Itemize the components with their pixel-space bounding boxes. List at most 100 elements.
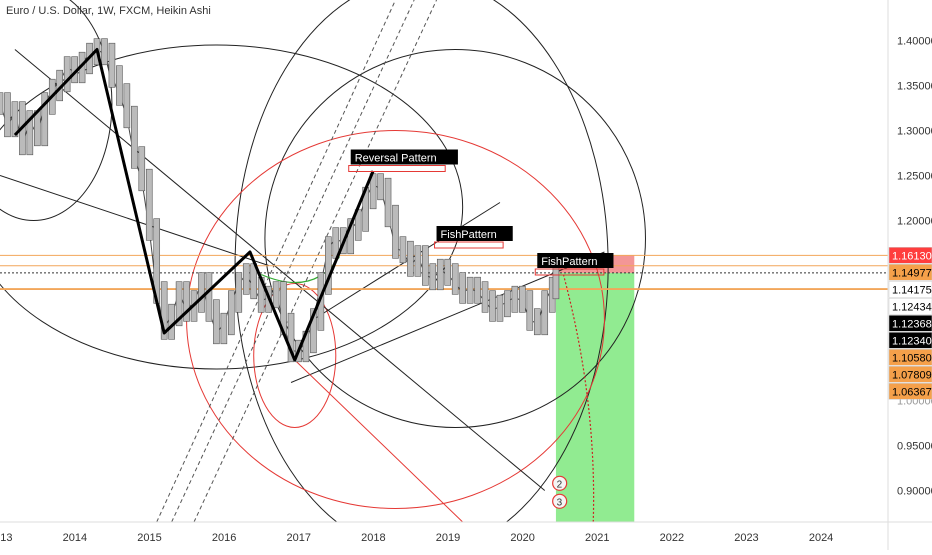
x-tick-label: 2014	[63, 532, 87, 544]
price-label-text: 1.14175	[892, 284, 932, 296]
short-rising-line	[313, 202, 501, 320]
price-candle	[481, 281, 489, 313]
price-candle	[377, 173, 384, 201]
price-label: 1.14977	[888, 264, 932, 281]
marker-circle	[552, 475, 568, 491]
price-candle	[63, 56, 71, 93]
price-candle	[347, 218, 355, 255]
x-tick-label: 2022	[660, 532, 684, 544]
annotation-label: FishPattern	[441, 229, 497, 241]
price-candle	[511, 285, 519, 313]
price-candle	[496, 294, 504, 322]
price-candle	[519, 285, 526, 313]
red-diagonal-line	[294, 359, 464, 522]
price-candle	[41, 92, 49, 147]
price-candle	[399, 236, 407, 264]
price-candle	[526, 290, 534, 331]
price-label-text: 1.06367	[892, 386, 932, 398]
price-candle	[459, 272, 466, 304]
annotation-box	[350, 149, 458, 165]
price-candle	[310, 308, 317, 354]
annotation-box	[537, 253, 614, 268]
price-candle	[26, 110, 34, 156]
price-label-box	[888, 315, 932, 332]
left-circle	[0, 0, 113, 221]
price-candle	[205, 272, 213, 322]
price-candle	[414, 245, 422, 277]
price-candle	[123, 83, 131, 129]
marker-label: 2	[557, 479, 563, 490]
rising-trend-line	[290, 251, 605, 383]
price-candle	[287, 312, 295, 363]
x-tick-label: 2018	[361, 532, 385, 544]
x-tick-label: 2017	[286, 532, 310, 544]
x-tick-label: 2023	[734, 532, 758, 544]
price-candle	[504, 290, 511, 318]
trend-down-line	[14, 49, 546, 491]
y-tick-label: 1.30000	[897, 126, 932, 138]
price-candle	[138, 146, 146, 192]
price-candle	[392, 204, 399, 259]
event-marker: 3	[552, 493, 568, 509]
channel-line-2	[171, 0, 415, 522]
price-candle	[11, 101, 19, 138]
price-label-text: 1.12434	[892, 301, 932, 313]
upper-trend-line	[0, 175, 269, 266]
price-candle	[108, 42, 116, 88]
red-projection-curve	[562, 274, 595, 522]
price-candle	[228, 290, 235, 336]
y-tick-label: 1.35000	[897, 81, 932, 93]
price-candle	[160, 281, 168, 340]
price-candle	[325, 236, 332, 295]
price-candle	[183, 281, 190, 322]
marker-label: 3	[557, 497, 563, 508]
price-candle	[4, 92, 11, 138]
price-label-box	[888, 383, 932, 400]
price-label-text: 1.07809	[892, 369, 932, 381]
price-label-text: 1.12368	[892, 318, 932, 330]
right-ellipse	[264, 49, 646, 428]
price-label-box	[888, 332, 932, 349]
price-candle	[116, 65, 123, 106]
price-candle	[131, 105, 138, 169]
x-tick-label: 2013	[0, 532, 12, 544]
chart-title: Euro / U.S. Dollar, 1W, FXCM, Heikin Ash…	[6, 5, 211, 17]
red-small-circle	[253, 283, 337, 428]
price-candle	[466, 276, 474, 304]
price-label: 1.12340	[888, 332, 932, 349]
x-tick-label: 2024	[809, 532, 833, 544]
event-marker: 2	[552, 475, 568, 491]
price-label-box	[888, 281, 932, 298]
price-candle	[242, 263, 250, 295]
price-candle	[436, 258, 444, 291]
annotation-box	[436, 226, 513, 241]
price-label: 1.12434	[888, 298, 932, 315]
price-candle	[168, 303, 175, 340]
price-label-text: 1.14977	[892, 267, 932, 279]
annotation-highlight	[434, 241, 504, 249]
price-candle	[489, 290, 496, 322]
big-ellipse	[0, 44, 464, 370]
x-tick-label: 2016	[212, 532, 236, 544]
channel-line-1	[156, 0, 396, 522]
y-tick-label: 0.90000	[897, 486, 932, 498]
pattern-annotation: FishPattern	[434, 226, 513, 249]
price-candle	[407, 240, 414, 277]
price-candle	[213, 299, 220, 345]
price-candle	[474, 276, 481, 304]
price-label: 1.12368	[888, 315, 932, 332]
price-label: 1.14175	[888, 281, 932, 298]
x-tick-label: 2015	[137, 532, 161, 544]
target-zone	[555, 272, 635, 522]
price-label: 1.10580	[888, 349, 932, 366]
price-candle	[533, 308, 541, 336]
marker-circle	[552, 493, 568, 509]
y-tick-label: 1.40000	[897, 36, 932, 48]
price-candle	[272, 281, 280, 309]
pattern-annotation: Reversal Pattern	[348, 149, 458, 172]
price-candle	[220, 312, 228, 345]
